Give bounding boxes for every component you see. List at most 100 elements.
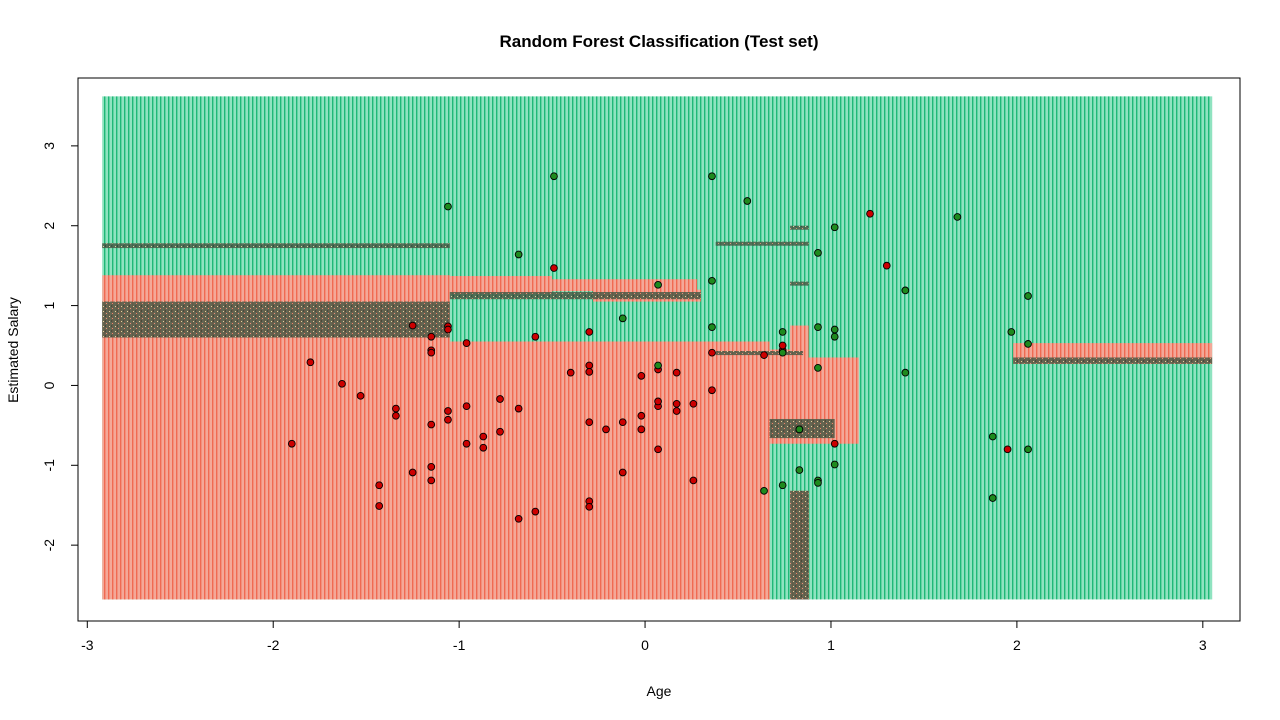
point-class0 bbox=[392, 404, 400, 413]
class0-region bbox=[552, 279, 698, 292]
y-tick-label: -1 bbox=[41, 459, 57, 472]
point-class1 bbox=[618, 314, 627, 323]
point-class0 bbox=[708, 348, 716, 357]
texture-band bbox=[715, 351, 804, 356]
point-class0 bbox=[1003, 445, 1012, 454]
point-class0 bbox=[479, 443, 488, 452]
x-tick-label: -1 bbox=[453, 637, 466, 653]
x-tick-label: 3 bbox=[1199, 637, 1207, 653]
point-class1 bbox=[760, 486, 768, 495]
point-class0 bbox=[760, 351, 768, 359]
point-class0 bbox=[637, 372, 646, 380]
point-class0 bbox=[408, 468, 417, 477]
point-class1 bbox=[953, 213, 962, 221]
class0-region bbox=[449, 276, 553, 294]
point-class0 bbox=[585, 502, 594, 511]
point-class0 bbox=[672, 399, 681, 408]
point-class0 bbox=[689, 476, 698, 485]
point-class0 bbox=[585, 368, 594, 376]
point-class1 bbox=[901, 286, 910, 295]
y-tick-label: 2 bbox=[41, 222, 57, 230]
point-class0 bbox=[375, 481, 384, 490]
x-tick-label: 1 bbox=[827, 637, 835, 653]
point-class0 bbox=[514, 404, 523, 413]
point-class0 bbox=[338, 379, 346, 388]
point-class0 bbox=[654, 397, 662, 406]
point-class0 bbox=[496, 427, 504, 436]
texture-band bbox=[790, 225, 809, 230]
point-class0 bbox=[550, 264, 558, 272]
test-points bbox=[287, 172, 1032, 523]
point-class1 bbox=[778, 481, 787, 490]
point-class0 bbox=[479, 432, 488, 441]
point-class0 bbox=[356, 391, 365, 400]
point-class1 bbox=[795, 466, 804, 474]
point-class0 bbox=[427, 420, 436, 429]
point-class1 bbox=[814, 249, 822, 257]
point-class1 bbox=[778, 348, 787, 357]
texture-band bbox=[790, 281, 809, 286]
x-tick-label: -2 bbox=[267, 637, 280, 653]
texture-band bbox=[715, 241, 809, 246]
point-class0 bbox=[531, 332, 540, 341]
point-class1 bbox=[830, 325, 839, 334]
point-class0 bbox=[778, 341, 787, 350]
chart-title: Random Forest Classification (Test set) bbox=[500, 32, 819, 51]
point-class0 bbox=[672, 407, 681, 415]
point-class0 bbox=[531, 507, 540, 516]
x-tick-label: -3 bbox=[81, 637, 94, 653]
point-class0 bbox=[585, 361, 594, 370]
point-class0 bbox=[585, 418, 594, 427]
point-class1 bbox=[830, 332, 839, 341]
point-class0 bbox=[672, 368, 681, 377]
point-class0 bbox=[462, 439, 471, 448]
point-class0 bbox=[708, 386, 716, 395]
point-class0 bbox=[618, 418, 627, 427]
y-tick-label: -2 bbox=[41, 539, 57, 552]
point-class0 bbox=[462, 339, 471, 347]
point-class1 bbox=[1024, 445, 1032, 454]
point-class0 bbox=[566, 368, 575, 377]
x-tick-label: 0 bbox=[641, 637, 649, 653]
point-class0 bbox=[602, 425, 610, 434]
point-class0 bbox=[375, 502, 384, 510]
point-class1 bbox=[550, 172, 558, 181]
point-class0 bbox=[496, 395, 504, 403]
point-class0 bbox=[427, 332, 436, 341]
point-class1 bbox=[708, 323, 716, 331]
point-class1 bbox=[814, 479, 822, 487]
x-tick-label: 2 bbox=[1013, 637, 1021, 653]
point-class0 bbox=[427, 476, 436, 485]
y-axis: -2 -1 0 1 2 3 bbox=[41, 142, 79, 552]
class0-region bbox=[790, 325, 809, 358]
y-axis-label: Estimated Salary bbox=[5, 297, 21, 403]
point-class1 bbox=[1007, 328, 1016, 336]
y-tick-label: 1 bbox=[41, 301, 57, 309]
point-class0 bbox=[444, 415, 452, 424]
point-class1 bbox=[814, 323, 822, 331]
point-class1 bbox=[814, 364, 822, 372]
point-class0 bbox=[637, 411, 646, 420]
texture-band bbox=[449, 292, 701, 300]
point-class0 bbox=[408, 321, 417, 330]
point-class0 bbox=[514, 514, 523, 523]
point-class0 bbox=[427, 463, 436, 471]
y-tick-label: 3 bbox=[41, 142, 57, 150]
point-class0 bbox=[882, 261, 891, 270]
point-class1 bbox=[514, 250, 523, 259]
point-class1 bbox=[1024, 292, 1032, 300]
point-class1 bbox=[901, 368, 910, 377]
y-tick-label: 0 bbox=[41, 381, 57, 389]
point-class1 bbox=[830, 223, 839, 232]
point-class0 bbox=[427, 348, 436, 357]
point-class1 bbox=[988, 494, 997, 502]
point-class1 bbox=[708, 172, 716, 181]
point-class0 bbox=[306, 358, 315, 367]
point-class1 bbox=[654, 361, 662, 370]
class0-region bbox=[449, 341, 770, 600]
point-class1 bbox=[654, 280, 662, 289]
point-class1 bbox=[1024, 340, 1032, 348]
point-class0 bbox=[654, 445, 662, 454]
point-class1 bbox=[743, 197, 752, 205]
